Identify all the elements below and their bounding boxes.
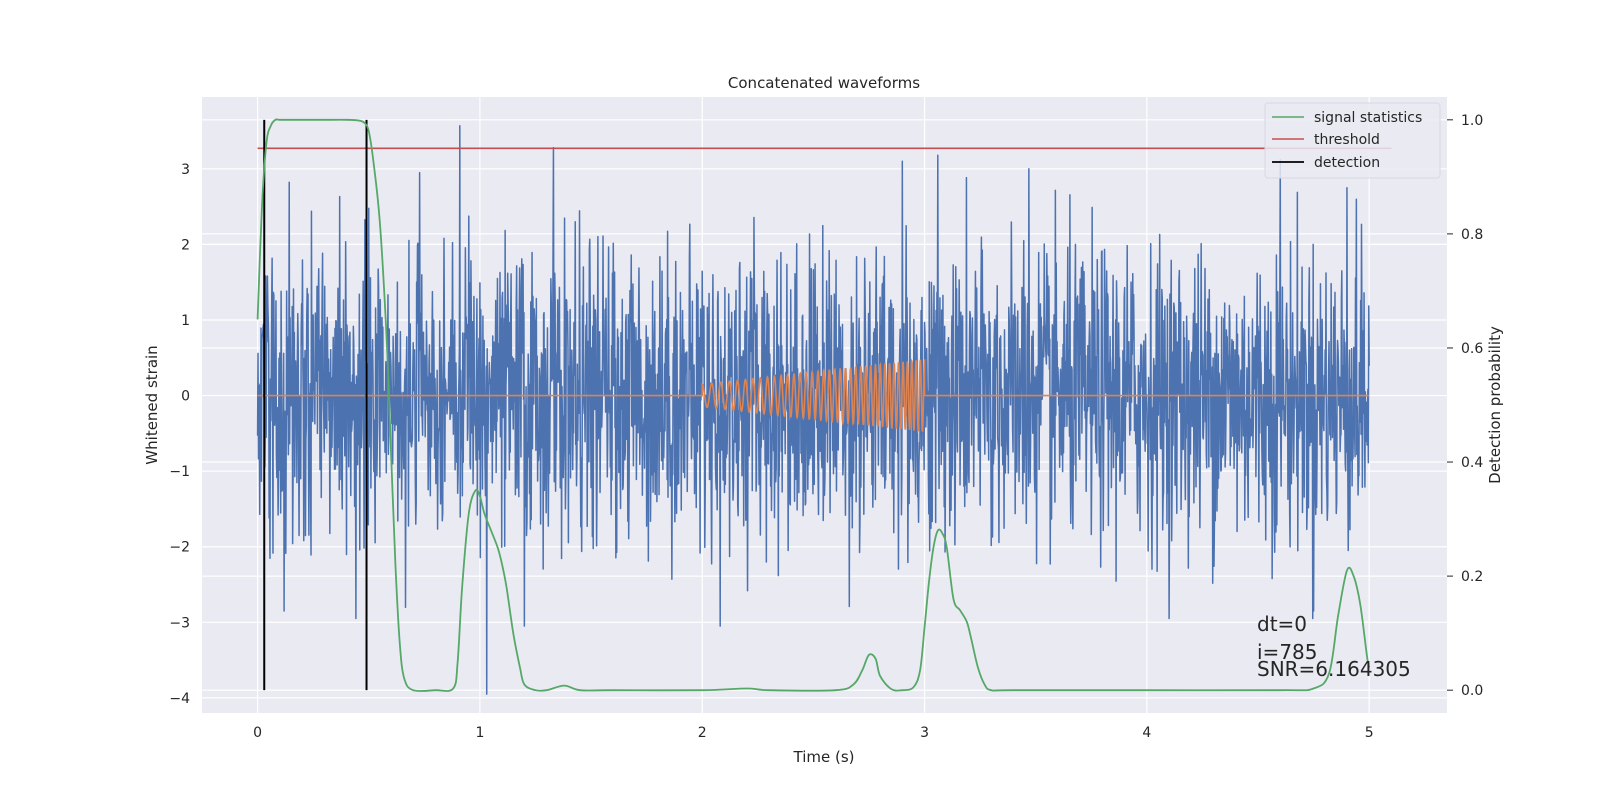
- legend: signal statistics threshold detection: [1264, 102, 1441, 179]
- annotation-dt: dt=0: [1257, 612, 1307, 636]
- y2-tick-label: 0.2: [1461, 569, 1483, 585]
- legend-box: [1264, 102, 1441, 179]
- chart-title: Concatenated waveforms: [728, 74, 920, 92]
- y-tick-label: −2: [169, 540, 190, 556]
- annotation-index: i=785: [1257, 640, 1318, 664]
- noise-series-line: [256, 124, 1370, 695]
- x-tick-label: 5: [1365, 725, 1374, 741]
- y-tick-label: 2: [181, 237, 190, 253]
- legend-label-detection: detection: [1314, 155, 1380, 171]
- y2-tick-label: 0.0: [1461, 683, 1483, 699]
- y2-axis-label: Detection probability: [1486, 326, 1504, 484]
- axes-layer: 0 1 2 3 4 5 −4 −3 −2 −1 0 1 2 3 0.0 0.2 0.4 0.6 0.8 1.0: [169, 113, 1483, 741]
- legend-label-signal-statistics: signal statistics: [1314, 110, 1422, 126]
- x-axis-label: Time (s): [793, 748, 855, 766]
- y-tick-label: −3: [169, 615, 190, 631]
- y-axis-label: Whitened strain: [143, 345, 161, 464]
- y-tick-label: −1: [169, 464, 190, 480]
- y-tick-label: 0: [181, 389, 190, 405]
- x-tick-label: 0: [253, 725, 262, 741]
- y-tick-label: −4: [169, 691, 190, 707]
- y2-tick-label: 0.8: [1461, 227, 1483, 243]
- x-tick-label: 3: [920, 725, 929, 741]
- x-tick-label: 2: [698, 725, 707, 741]
- y2-tick-label: 1.0: [1461, 113, 1483, 129]
- x-tick-label: 1: [475, 725, 484, 741]
- signal-statistics-line: [256, 118, 1371, 692]
- series-layer: [256, 118, 1392, 695]
- y2-tick-label: 0.4: [1461, 455, 1483, 471]
- legend-label-threshold: threshold: [1314, 132, 1380, 148]
- y-tick-label: 3: [181, 162, 190, 178]
- annotations: dt=0 i=785 SNR=6.164305: [1257, 612, 1411, 681]
- y2-tick-label: 0.6: [1461, 341, 1483, 357]
- y-tick-label: 1: [181, 313, 190, 329]
- x-tick-label: 4: [1142, 725, 1151, 741]
- annotation-snr: SNR=6.164305: [1257, 657, 1411, 681]
- chirp-series-line: [257, 358, 1370, 434]
